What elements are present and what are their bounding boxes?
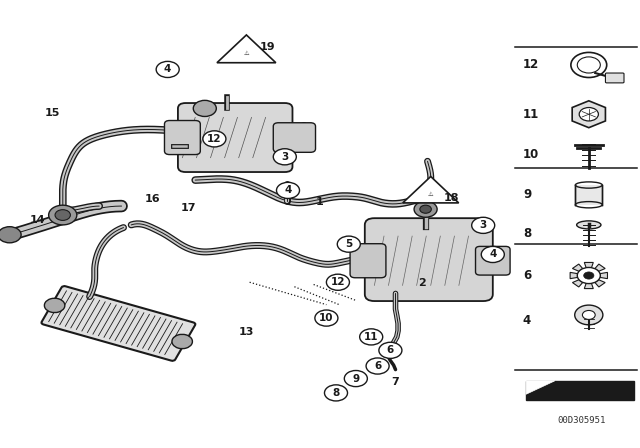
Polygon shape [584,263,593,267]
Text: 7: 7 [392,377,399,387]
Circle shape [315,310,338,326]
Circle shape [203,131,226,147]
Text: 4: 4 [284,185,292,195]
FancyBboxPatch shape [42,286,195,361]
Circle shape [575,305,603,325]
Circle shape [326,274,349,290]
Circle shape [337,236,360,252]
FancyBboxPatch shape [164,121,200,155]
FancyBboxPatch shape [350,244,386,278]
Polygon shape [595,280,605,287]
Text: 15: 15 [45,108,60,118]
Circle shape [344,370,367,387]
FancyBboxPatch shape [178,103,292,172]
Circle shape [156,61,179,78]
Text: 18: 18 [444,193,460,203]
FancyBboxPatch shape [365,218,493,301]
Text: 10: 10 [319,313,333,323]
Text: 3: 3 [479,220,487,230]
Circle shape [366,358,389,374]
Circle shape [360,329,383,345]
Circle shape [44,298,65,313]
Text: 11: 11 [364,332,378,342]
Polygon shape [570,272,577,279]
Polygon shape [403,177,459,203]
Circle shape [579,108,598,121]
Text: ⚠: ⚠ [428,192,433,197]
Polygon shape [595,264,605,271]
Text: 9: 9 [352,374,360,383]
Circle shape [577,267,600,284]
Circle shape [276,182,300,198]
FancyBboxPatch shape [575,185,602,205]
Polygon shape [600,272,607,279]
Polygon shape [572,264,583,271]
Text: 4: 4 [164,65,172,74]
Circle shape [55,210,70,220]
Polygon shape [217,35,276,63]
Text: 6: 6 [374,361,381,371]
Circle shape [172,334,193,349]
FancyBboxPatch shape [273,123,316,152]
Text: 00D305951: 00D305951 [557,416,605,425]
Text: 1: 1 [316,198,324,207]
Circle shape [193,100,216,116]
Text: 5: 5 [345,239,353,249]
Text: 17: 17 [181,203,196,213]
Circle shape [0,227,21,243]
Text: 6: 6 [387,345,394,355]
Circle shape [584,272,594,279]
Circle shape [414,201,437,217]
Circle shape [49,205,77,225]
Circle shape [472,217,495,233]
Circle shape [420,205,431,213]
Polygon shape [572,280,583,287]
Polygon shape [584,284,593,289]
Text: 13: 13 [239,327,254,337]
Text: 10: 10 [523,148,539,161]
Text: 12: 12 [523,58,539,72]
FancyBboxPatch shape [476,246,510,275]
Text: ⚠: ⚠ [244,51,249,56]
Circle shape [324,385,348,401]
Circle shape [379,342,402,358]
Ellipse shape [577,221,601,229]
Text: 8: 8 [332,388,340,398]
Text: 8: 8 [523,227,531,241]
Text: 3: 3 [281,152,289,162]
Text: 12: 12 [207,134,221,144]
Text: 6: 6 [523,269,531,282]
Text: 2: 2 [419,278,426,288]
Text: 12: 12 [331,277,345,287]
Text: 9: 9 [523,188,531,202]
Text: 19: 19 [260,42,275,52]
Text: 11: 11 [523,108,539,121]
FancyBboxPatch shape [605,73,624,83]
Text: 16: 16 [145,194,160,204]
Text: 4: 4 [523,314,531,327]
Circle shape [582,310,595,319]
Circle shape [273,149,296,165]
Polygon shape [526,381,634,400]
Circle shape [481,246,504,263]
Text: 14: 14 [29,215,45,224]
Text: 4: 4 [489,250,497,259]
Polygon shape [526,381,555,394]
